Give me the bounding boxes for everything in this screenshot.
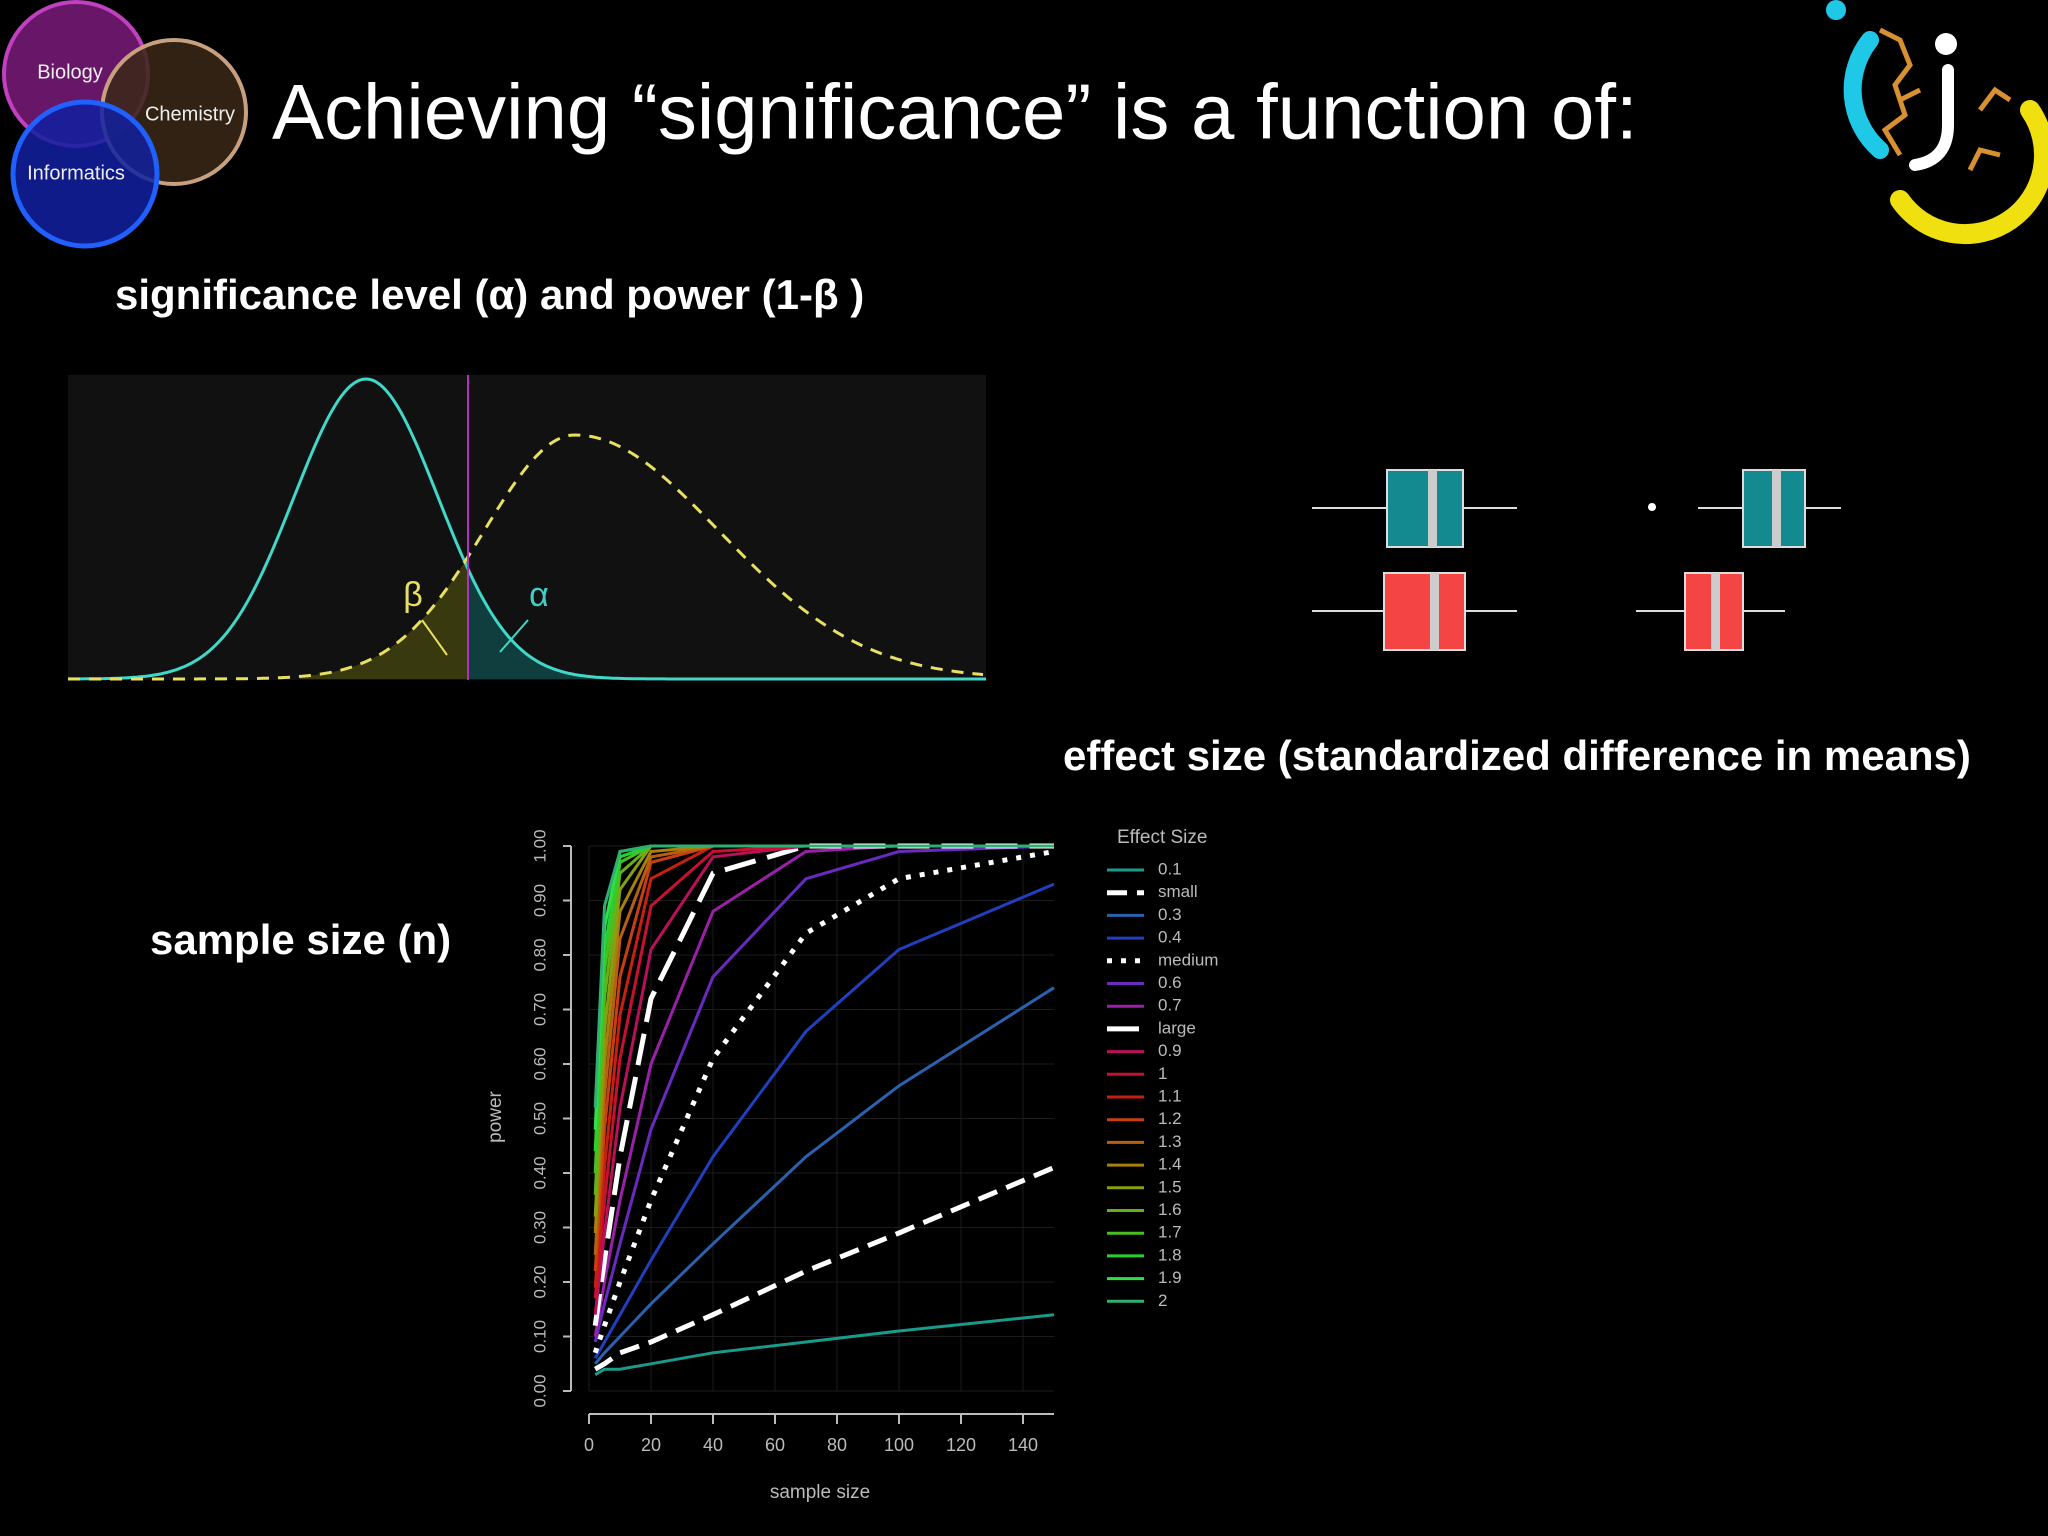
legend-label: 1.2 (1158, 1109, 1182, 1128)
logo-j (1909, 64, 1954, 171)
legend-label: small (1158, 882, 1198, 901)
venn-label: Chemistry (145, 103, 235, 125)
beta-label: β (403, 576, 423, 614)
x-tick-label: 80 (827, 1435, 847, 1455)
section-label: effect size (standardized difference in … (1063, 732, 1971, 779)
pointer (499, 619, 529, 653)
logo-arc (1890, 100, 2048, 244)
beta-area (300, 556, 468, 679)
legend-label: medium (1158, 950, 1218, 969)
y-tick-label: 0.30 (530, 1211, 549, 1244)
alpha-label: α (529, 576, 549, 614)
x-tick-label: 60 (765, 1435, 785, 1455)
legend-label: 1.8 (1158, 1245, 1182, 1264)
x-tick-label: 100 (884, 1435, 914, 1455)
venn-circle (10, 99, 160, 249)
legend-label: 1 (1158, 1064, 1167, 1083)
power-curve (593, 1165, 1055, 1372)
power-curve (593, 844, 1054, 1108)
y-tick-label: 0.60 (530, 1047, 549, 1080)
y-tick-label: 0.90 (530, 884, 549, 917)
power-curve (593, 844, 1055, 1343)
logo-molecule (1878, 27, 2012, 172)
power-chart: sample size power Effect Size 0.000.100.… (485, 827, 1218, 1503)
legend-label: 0.9 (1158, 1041, 1182, 1060)
median (1772, 470, 1781, 547)
section-label: significance level (α) and power (1-β ) (115, 271, 864, 318)
legend-label: 1.3 (1158, 1132, 1182, 1151)
y-tick-label: 0.70 (530, 993, 549, 1026)
y-tick-label: 1.00 (530, 829, 549, 862)
x-tick-label: 20 (641, 1435, 661, 1455)
venn-label: Biology (37, 61, 103, 83)
corner-logo (1826, 0, 2048, 244)
y-tick-label: 0.40 (530, 1156, 549, 1189)
legend-label: 0.4 (1158, 928, 1182, 947)
pointer (421, 619, 448, 656)
legend-label: 2 (1158, 1291, 1167, 1310)
legend-label: 1.1 (1158, 1086, 1182, 1105)
logo-arc (1843, 31, 1889, 159)
alpha-area (468, 569, 640, 679)
median (1711, 573, 1720, 650)
legend-label: 1.9 (1158, 1268, 1182, 1287)
median (1430, 573, 1439, 650)
plot-panel (68, 375, 986, 680)
legend-label: 1.7 (1158, 1223, 1182, 1242)
legend-label: 1.6 (1158, 1200, 1182, 1219)
slide-title: Achieving “significance” is a function o… (272, 68, 1638, 156)
x-tick-label: 120 (946, 1435, 976, 1455)
box (1386, 469, 1464, 548)
alt-curve (68, 433, 984, 681)
legend-label: 0.7 (1158, 996, 1182, 1015)
y-tick-label: 0.50 (530, 1102, 549, 1135)
power-curve (593, 882, 1055, 1360)
y-tick-label: 0.10 (530, 1320, 549, 1353)
boxplots (1312, 469, 1841, 651)
box (1383, 572, 1466, 651)
logo-dot (1826, 0, 1846, 20)
x-tick-label: 140 (1008, 1435, 1038, 1455)
x-tick-label: 0 (584, 1435, 594, 1455)
legend-label: 1.4 (1158, 1155, 1182, 1174)
section-label: sample size (n) (150, 916, 451, 963)
null-curve (68, 377, 986, 681)
legend-title: Effect Size (1117, 827, 1207, 848)
power-curve (594, 986, 1055, 1365)
logo-dot (1935, 33, 1957, 55)
y-axis-label: power (485, 1090, 506, 1142)
outlier (1648, 503, 1656, 511)
y-tick-label: 0.80 (530, 938, 549, 971)
venn-logo: Biology Chemistry Informatics (2, 0, 248, 249)
y-tick-label: 0.00 (530, 1374, 549, 1407)
y-tick-label: 0.20 (530, 1265, 549, 1298)
legend-label: 1.5 (1158, 1177, 1182, 1196)
median (1428, 470, 1437, 547)
x-axis-label: sample size (770, 1482, 870, 1503)
legend-label: 0.1 (1158, 859, 1182, 878)
power-curve (592, 849, 1055, 1354)
power-curve (594, 1313, 1055, 1376)
legend-label: 0.6 (1158, 973, 1182, 992)
x-tick-label: 40 (703, 1435, 723, 1455)
legend-label: large (1158, 1018, 1196, 1037)
distribution-plot: β α (68, 375, 986, 681)
venn-label: Informatics (27, 162, 125, 184)
legend-label: 0.3 (1158, 905, 1182, 924)
